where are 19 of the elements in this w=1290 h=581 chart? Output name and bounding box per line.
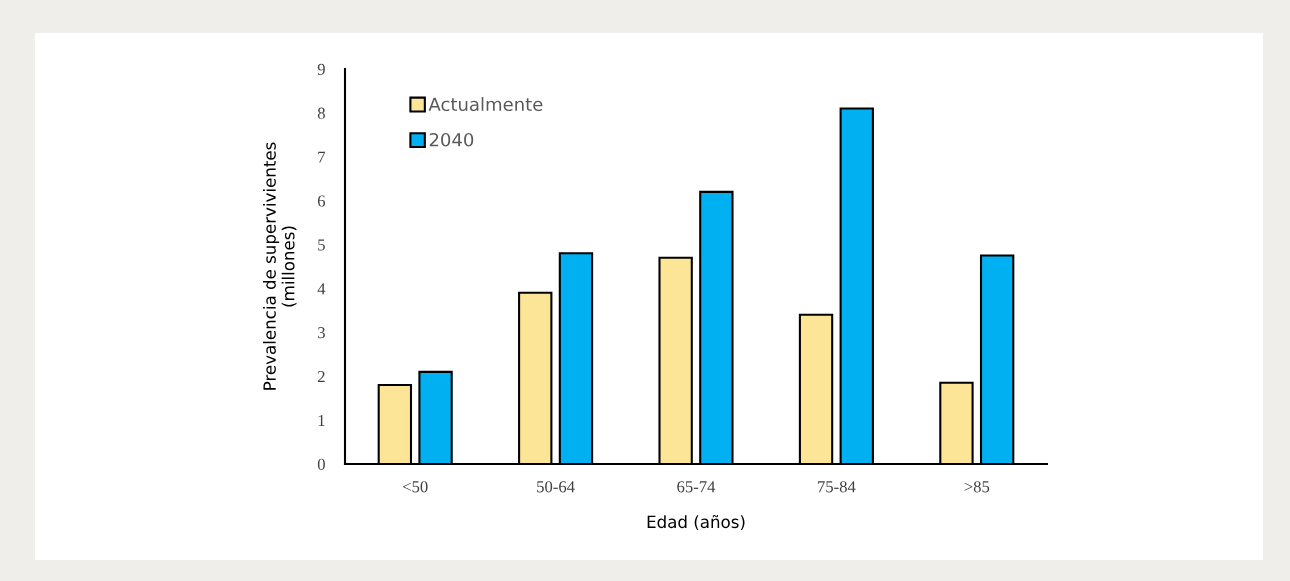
y-axis-title: Prevalencia de supervivientes (millones) [262,142,297,390]
y-tick-label: 3 [318,327,325,339]
x-tick-label: >85 [964,481,990,493]
x-tick-label: 50-64 [537,481,575,493]
x-tick-label: <50 [403,481,428,493]
x-tick-label: 65-74 [677,481,716,493]
x-axis-title: Edad (años) [647,514,745,531]
y-tick-label: 1 [318,414,325,426]
y-tick-label: 5 [318,239,325,251]
legend-label: Actualmente [428,97,543,112]
y-tick-label: 9 [317,63,325,75]
y-tick-label: 6 [317,195,326,207]
x-tick-label: 75-84 [818,481,856,493]
y-tick-label: 4 [317,283,326,295]
y-tick-label: 8 [317,107,325,119]
legend-label: 2040 [429,132,474,147]
y-tick-label: 7 [318,151,326,163]
y-tick-label: 0 [317,458,325,470]
y-tick-label: 2 [317,370,325,382]
